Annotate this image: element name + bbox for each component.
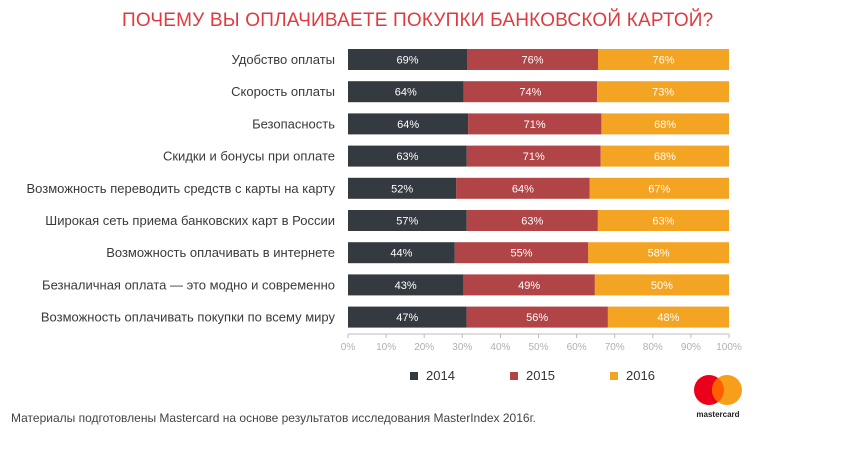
category-label: Возможность переводить средств с карты н… <box>27 181 336 196</box>
footer-note: Материалы подготовлены Mastercard на осн… <box>11 411 536 425</box>
data-label-2014: 64% <box>397 119 419 131</box>
x-tick-label: 0% <box>341 342 356 353</box>
bar-segment-2014 <box>348 210 467 231</box>
bar-segment-2016 <box>607 306 729 328</box>
category-label: Возможность оплачивать покупки по всему … <box>41 310 336 325</box>
category-label: Удобство оплаты <box>231 52 335 67</box>
chart-title: ПОЧЕМУ ВЫ ОПЛАЧИВАЕТЕ ПОКУПКИ БАНКОВСКОЙ… <box>122 10 714 31</box>
data-label-2014: 44% <box>390 248 412 260</box>
category-label: Безопасность <box>252 116 335 131</box>
data-label-2016: 48% <box>657 312 679 324</box>
data-label-2016: 68% <box>654 119 676 131</box>
bar-segment-2014 <box>348 177 457 199</box>
bar-segment-2014 <box>348 49 467 70</box>
data-label-2015: 71% <box>524 119 546 131</box>
stacked-bar-chart: Удобство оплаты 69% 76% 76% Скорость оплаты 6… <box>27 49 742 353</box>
data-label-2016: 68% <box>654 151 676 163</box>
logo-overlap <box>712 378 724 402</box>
x-tick-label: 80% <box>643 342 663 353</box>
x-tick-label: 50% <box>528 342 548 353</box>
data-label-2014: 47% <box>396 312 418 324</box>
x-tick-label: 30% <box>452 342 472 353</box>
bar-segment-2015 <box>468 113 602 135</box>
bar-segment-2014 <box>348 81 464 103</box>
data-label-2014: 52% <box>391 183 413 195</box>
legend-swatch-2016 <box>610 371 618 380</box>
bar-segment-2015 <box>463 274 595 296</box>
data-label-2016: 63% <box>652 216 674 228</box>
legend-item-2016: 2016 <box>610 368 710 383</box>
data-label-2015: 74% <box>519 87 541 99</box>
bar-segment-2016 <box>588 242 729 264</box>
x-tick-label: 100% <box>716 342 742 353</box>
bar-segment-2014 <box>348 306 467 328</box>
category-label: Возможность оплачивать в интернете <box>106 245 335 260</box>
bar-segment-2014 <box>348 274 464 296</box>
data-label-2014: 64% <box>395 87 417 99</box>
data-label-2016: 50% <box>651 280 673 292</box>
category-label: Скорость оплаты <box>231 84 335 99</box>
x-tick-label: 20% <box>414 342 434 353</box>
data-label-2016: 67% <box>648 183 670 195</box>
data-label-2014: 43% <box>395 280 417 292</box>
data-label-2014: 69% <box>396 55 418 67</box>
data-label-2014: 63% <box>396 151 418 163</box>
bar-segment-2014 <box>348 145 467 167</box>
category-label: Скидки и бонусы при оплате <box>163 149 335 164</box>
bar-segment-2016 <box>601 113 729 135</box>
data-label-2015: 64% <box>512 183 534 195</box>
data-label-2015: 49% <box>518 280 540 292</box>
bar-segment-2016 <box>600 145 729 167</box>
mastercard-logo: mastercard <box>694 375 742 419</box>
bar-segment-2015 <box>454 242 589 264</box>
bar-segment-2016 <box>598 49 729 70</box>
bar-segment-2015 <box>466 210 598 231</box>
bar-segment-2016 <box>594 274 729 296</box>
data-label-2016: 76% <box>652 55 674 67</box>
legend-label-2016: 2016 <box>626 368 655 383</box>
bar-segment-2014 <box>348 242 455 264</box>
data-label-2015: 76% <box>521 55 543 67</box>
category-label: Безналичная оплата — это модно и совреме… <box>42 277 335 292</box>
bar-segment-2015 <box>467 49 598 70</box>
x-tick-label: 10% <box>376 342 396 353</box>
bar-segment-2015 <box>466 306 608 328</box>
legend-label-2014: 2014 <box>426 368 455 383</box>
bar-segment-2015 <box>466 145 601 167</box>
x-tick-label: 70% <box>605 342 625 353</box>
bar-segment-2015 <box>456 177 590 199</box>
legend-item-2015: 2015 <box>510 368 610 383</box>
x-tick-label: 90% <box>681 342 701 353</box>
data-label-2015: 63% <box>521 216 543 228</box>
data-label-2014: 57% <box>396 216 418 228</box>
x-tick-label: 60% <box>567 342 587 353</box>
legend-label-2015: 2015 <box>526 368 555 383</box>
data-label-2016: 58% <box>648 248 670 260</box>
data-label-2015: 56% <box>526 312 548 324</box>
logo-wordmark: mastercard <box>696 410 739 419</box>
data-label-2016: 73% <box>652 87 674 99</box>
legend-swatch-2014 <box>410 371 418 380</box>
legend-swatch-2015 <box>510 371 518 380</box>
x-tick-label: 40% <box>490 342 510 353</box>
bar-segment-2014 <box>348 113 469 135</box>
bar-segment-2016 <box>597 210 729 231</box>
bar-segment-2016 <box>589 177 729 199</box>
bar-segment-2016 <box>597 81 729 103</box>
data-label-2015: 71% <box>523 151 545 163</box>
category-label: Широкая сеть приема банковских карт в Ро… <box>45 213 335 228</box>
data-label-2015: 55% <box>510 248 532 260</box>
legend-item-2014: 2014 <box>410 368 510 383</box>
bar-segment-2015 <box>463 81 598 103</box>
legend: 2014 2015 2016 <box>410 368 710 383</box>
